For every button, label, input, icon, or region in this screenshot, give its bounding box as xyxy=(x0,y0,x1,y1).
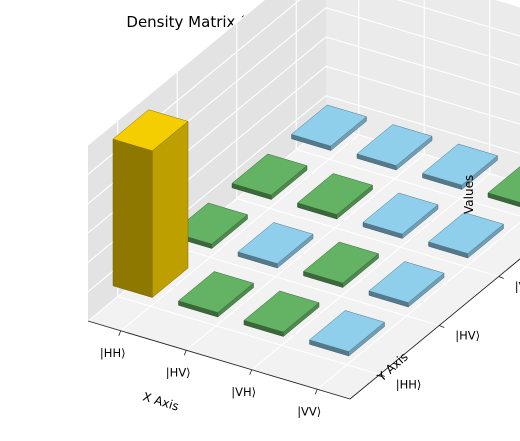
x-tick-label: |HV⟩ xyxy=(166,365,191,379)
bar-1-3 xyxy=(231,153,308,201)
bar-front-face xyxy=(487,192,520,208)
axis-lines xyxy=(87,258,520,400)
bar-2-2 xyxy=(237,222,314,269)
floor-grid-x xyxy=(120,134,360,332)
bar-4-3 xyxy=(427,212,505,259)
bar-top-face xyxy=(237,222,314,264)
floor-grid-y xyxy=(177,246,440,327)
z-axis-label: Values xyxy=(462,175,476,214)
floor-grid-y xyxy=(296,148,520,217)
x-axis-label: X Axis xyxy=(141,389,180,413)
back-pane-yz xyxy=(326,0,520,183)
bar-4-1 xyxy=(308,310,386,357)
bar-top-face xyxy=(302,241,380,284)
tick-labels: |HH⟩|HV⟩|VH⟩|VV⟩|HH⟩|HV⟩|VH⟩|VV⟩−0.20.00… xyxy=(100,276,520,418)
bar-2-3 xyxy=(296,173,374,220)
x-tick-label: |VH⟩ xyxy=(231,385,256,399)
bar-side-face xyxy=(152,120,189,299)
y-tick xyxy=(439,325,445,328)
z-grid-line xyxy=(87,0,520,175)
bar-3-3 xyxy=(362,192,439,240)
floor-pane xyxy=(88,125,520,399)
bar-1-4 xyxy=(290,104,368,152)
bar-2-4 xyxy=(356,124,433,171)
y-tick-label: |HV⟩ xyxy=(455,329,480,343)
bar-top-face xyxy=(356,124,433,166)
bar-top-face xyxy=(177,271,255,313)
x-tick xyxy=(183,350,187,356)
bar-top-face xyxy=(290,104,368,147)
bar-2-1 xyxy=(177,271,255,318)
bar-top-face xyxy=(112,109,189,152)
x-tick xyxy=(249,369,253,375)
bar-3-2 xyxy=(302,241,380,289)
bar-top-face xyxy=(231,153,308,196)
bar-top-face xyxy=(368,261,445,303)
y-tick xyxy=(379,374,385,377)
bar-top-face xyxy=(487,166,520,203)
bar-3-4 xyxy=(421,143,499,191)
bar-top-face xyxy=(427,212,505,254)
bars xyxy=(112,104,520,357)
x-tick-label: |HH⟩ xyxy=(100,346,126,360)
floor-grid-x xyxy=(251,173,491,371)
x-tick xyxy=(118,330,122,336)
floor-grid-x xyxy=(185,153,425,351)
bar-top-face xyxy=(243,290,320,333)
x-tick xyxy=(314,389,318,395)
bar-4-4 xyxy=(487,166,520,208)
bar-top-face xyxy=(308,310,386,352)
x-axis-line xyxy=(87,320,351,400)
bar-front-face xyxy=(112,138,153,298)
bar-top-face xyxy=(421,143,499,186)
floor-grid-x xyxy=(316,221,520,390)
bar-top-face xyxy=(171,202,249,245)
floor-grid-y xyxy=(117,295,380,376)
bar-3-1 xyxy=(243,290,320,338)
bar-top-face xyxy=(296,173,374,215)
bar-1-1 xyxy=(112,109,189,299)
y-tick-label: |VH⟩ xyxy=(515,280,520,294)
y-tick-label: |HH⟩ xyxy=(396,378,422,392)
x-tick-label: |VV⟩ xyxy=(297,404,321,418)
y-axis-line xyxy=(349,258,520,400)
floor-grid-y xyxy=(236,197,499,278)
z-grid-line xyxy=(87,0,520,146)
bar-4-2 xyxy=(368,261,445,308)
bar-top-face xyxy=(362,192,439,235)
y-tick xyxy=(498,276,504,279)
